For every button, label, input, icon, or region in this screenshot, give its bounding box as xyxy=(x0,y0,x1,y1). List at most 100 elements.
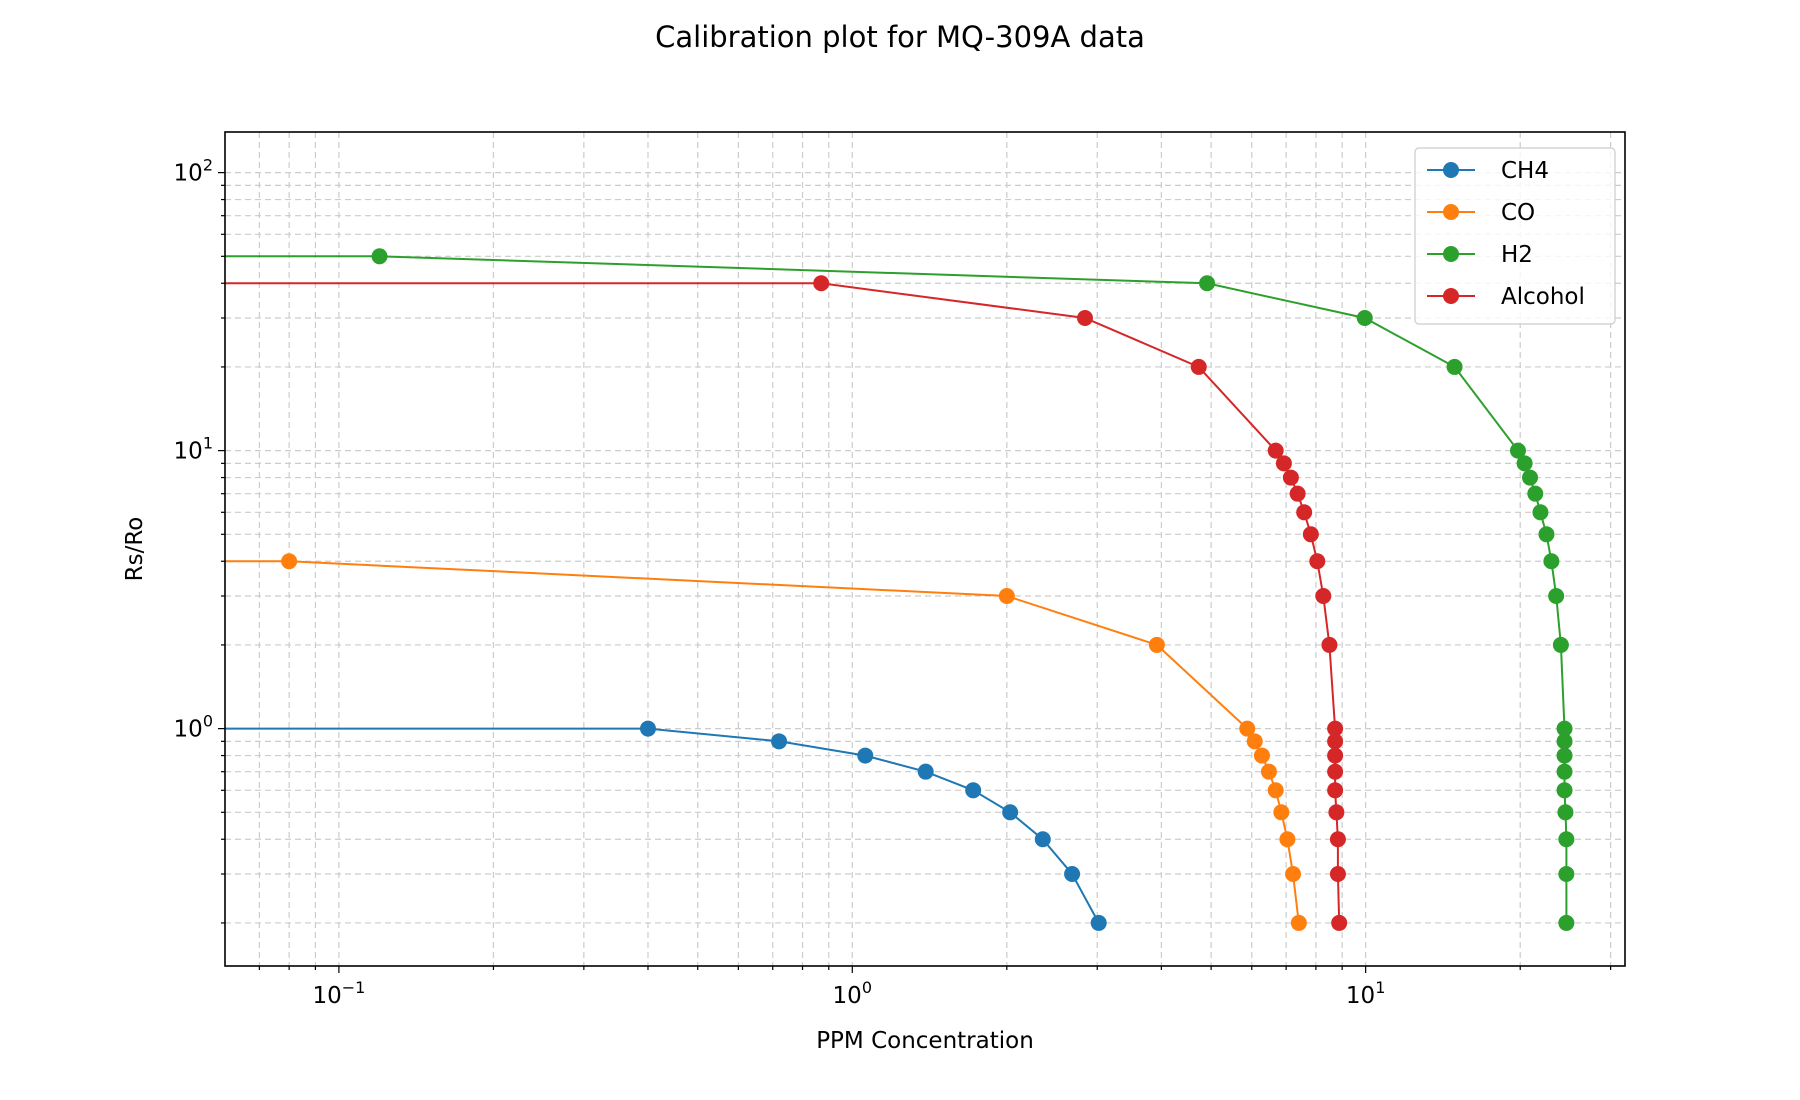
data-point xyxy=(1556,782,1573,799)
data-point xyxy=(1267,782,1284,799)
data-point xyxy=(917,763,934,780)
data-point xyxy=(813,275,830,292)
data-point xyxy=(1302,526,1319,543)
data-point xyxy=(1558,865,1575,882)
data-point xyxy=(965,782,982,799)
x-tick-label: 100 xyxy=(833,978,872,1009)
legend-label: CH4 xyxy=(1501,158,1549,184)
data-point xyxy=(1090,914,1107,931)
data-point xyxy=(1516,455,1533,472)
data-point xyxy=(857,747,874,764)
legend-marker xyxy=(1443,246,1459,262)
data-point xyxy=(1279,831,1296,848)
grid-layer xyxy=(225,132,1625,966)
legend-label: H2 xyxy=(1501,242,1533,268)
data-point xyxy=(1190,358,1207,375)
data-point xyxy=(1522,469,1539,486)
data-point xyxy=(1329,831,1346,848)
data-point xyxy=(1327,782,1344,799)
ticks-layer: 10−1 100 101 100 101 102 xyxy=(174,156,1612,1009)
data-point xyxy=(371,248,388,265)
data-point xyxy=(1296,504,1313,521)
data-point xyxy=(1282,469,1299,486)
data-point xyxy=(1558,914,1575,931)
data-point xyxy=(1309,553,1326,570)
data-point xyxy=(1328,804,1345,821)
x-axis-label: PPM Concentration xyxy=(816,1028,1034,1054)
data-point xyxy=(1246,733,1263,750)
data-point xyxy=(1064,865,1081,882)
series-h2 xyxy=(225,248,1575,931)
data-point xyxy=(1315,587,1332,604)
legend-item: H2 xyxy=(1427,242,1533,268)
series-line xyxy=(225,282,1341,923)
legend-item: Alcohol xyxy=(1427,284,1585,310)
chart-title: Calibration plot for MQ-309A data xyxy=(655,20,1145,54)
data-point xyxy=(1285,865,1302,882)
data-point xyxy=(1556,747,1573,764)
data-point xyxy=(1327,733,1344,750)
x-tick-label: 101 xyxy=(1346,978,1385,1009)
data-point xyxy=(1446,358,1463,375)
data-point xyxy=(1331,914,1348,931)
data-point xyxy=(1556,720,1573,737)
data-point xyxy=(1557,804,1574,821)
data-point xyxy=(1556,733,1573,750)
y-tick-label: 101 xyxy=(174,434,213,465)
data-point xyxy=(1290,914,1307,931)
data-point xyxy=(1002,804,1019,821)
legend-label: CO xyxy=(1501,200,1535,226)
data-point xyxy=(1077,309,1094,326)
data-point xyxy=(998,587,1015,604)
data-point xyxy=(1327,747,1344,764)
data-point xyxy=(1239,720,1256,737)
data-point xyxy=(1199,275,1216,292)
data-point xyxy=(1273,804,1290,821)
legend-marker xyxy=(1443,288,1459,304)
y-tick-label: 100 xyxy=(174,712,213,743)
data-point xyxy=(1556,763,1573,780)
data-point xyxy=(1289,485,1306,502)
legend-box xyxy=(1414,147,1616,325)
series-co xyxy=(225,553,1307,931)
data-point xyxy=(1527,485,1544,502)
data-point xyxy=(1327,720,1344,737)
series-layer xyxy=(225,248,1575,931)
data-point xyxy=(1548,587,1565,604)
series-line xyxy=(225,727,1100,924)
data-point xyxy=(1327,763,1344,780)
plot-frame xyxy=(224,131,1626,967)
data-point xyxy=(1034,831,1051,848)
data-point xyxy=(1532,504,1549,521)
legend-item: CH4 xyxy=(1427,158,1549,184)
data-point xyxy=(1267,442,1284,459)
data-point xyxy=(1253,747,1270,764)
x-tick-label: 10−1 xyxy=(312,978,365,1009)
legend-label: Alcohol xyxy=(1501,284,1585,310)
data-point xyxy=(1543,553,1560,570)
data-point xyxy=(1509,442,1526,459)
legend-marker xyxy=(1443,162,1459,178)
data-point xyxy=(1356,309,1373,326)
data-point xyxy=(1275,455,1292,472)
data-point xyxy=(1260,763,1277,780)
data-point xyxy=(1558,831,1575,848)
data-point xyxy=(281,553,298,570)
data-point xyxy=(1538,526,1555,543)
series-line xyxy=(225,255,1568,923)
legend: CH4 CO H2 Alcohol xyxy=(1414,147,1616,325)
series-alcohol xyxy=(225,275,1348,931)
data-point xyxy=(1329,865,1346,882)
series-ch4 xyxy=(225,720,1107,931)
legend-marker xyxy=(1443,204,1459,220)
y-tick-label: 102 xyxy=(174,156,213,187)
data-point xyxy=(639,720,656,737)
y-axis-label: Rs/Ro xyxy=(122,517,148,582)
legend-item: CO xyxy=(1427,200,1535,226)
data-point xyxy=(1321,636,1338,653)
data-point xyxy=(1148,636,1165,653)
data-point xyxy=(1552,636,1569,653)
data-point xyxy=(771,733,788,750)
